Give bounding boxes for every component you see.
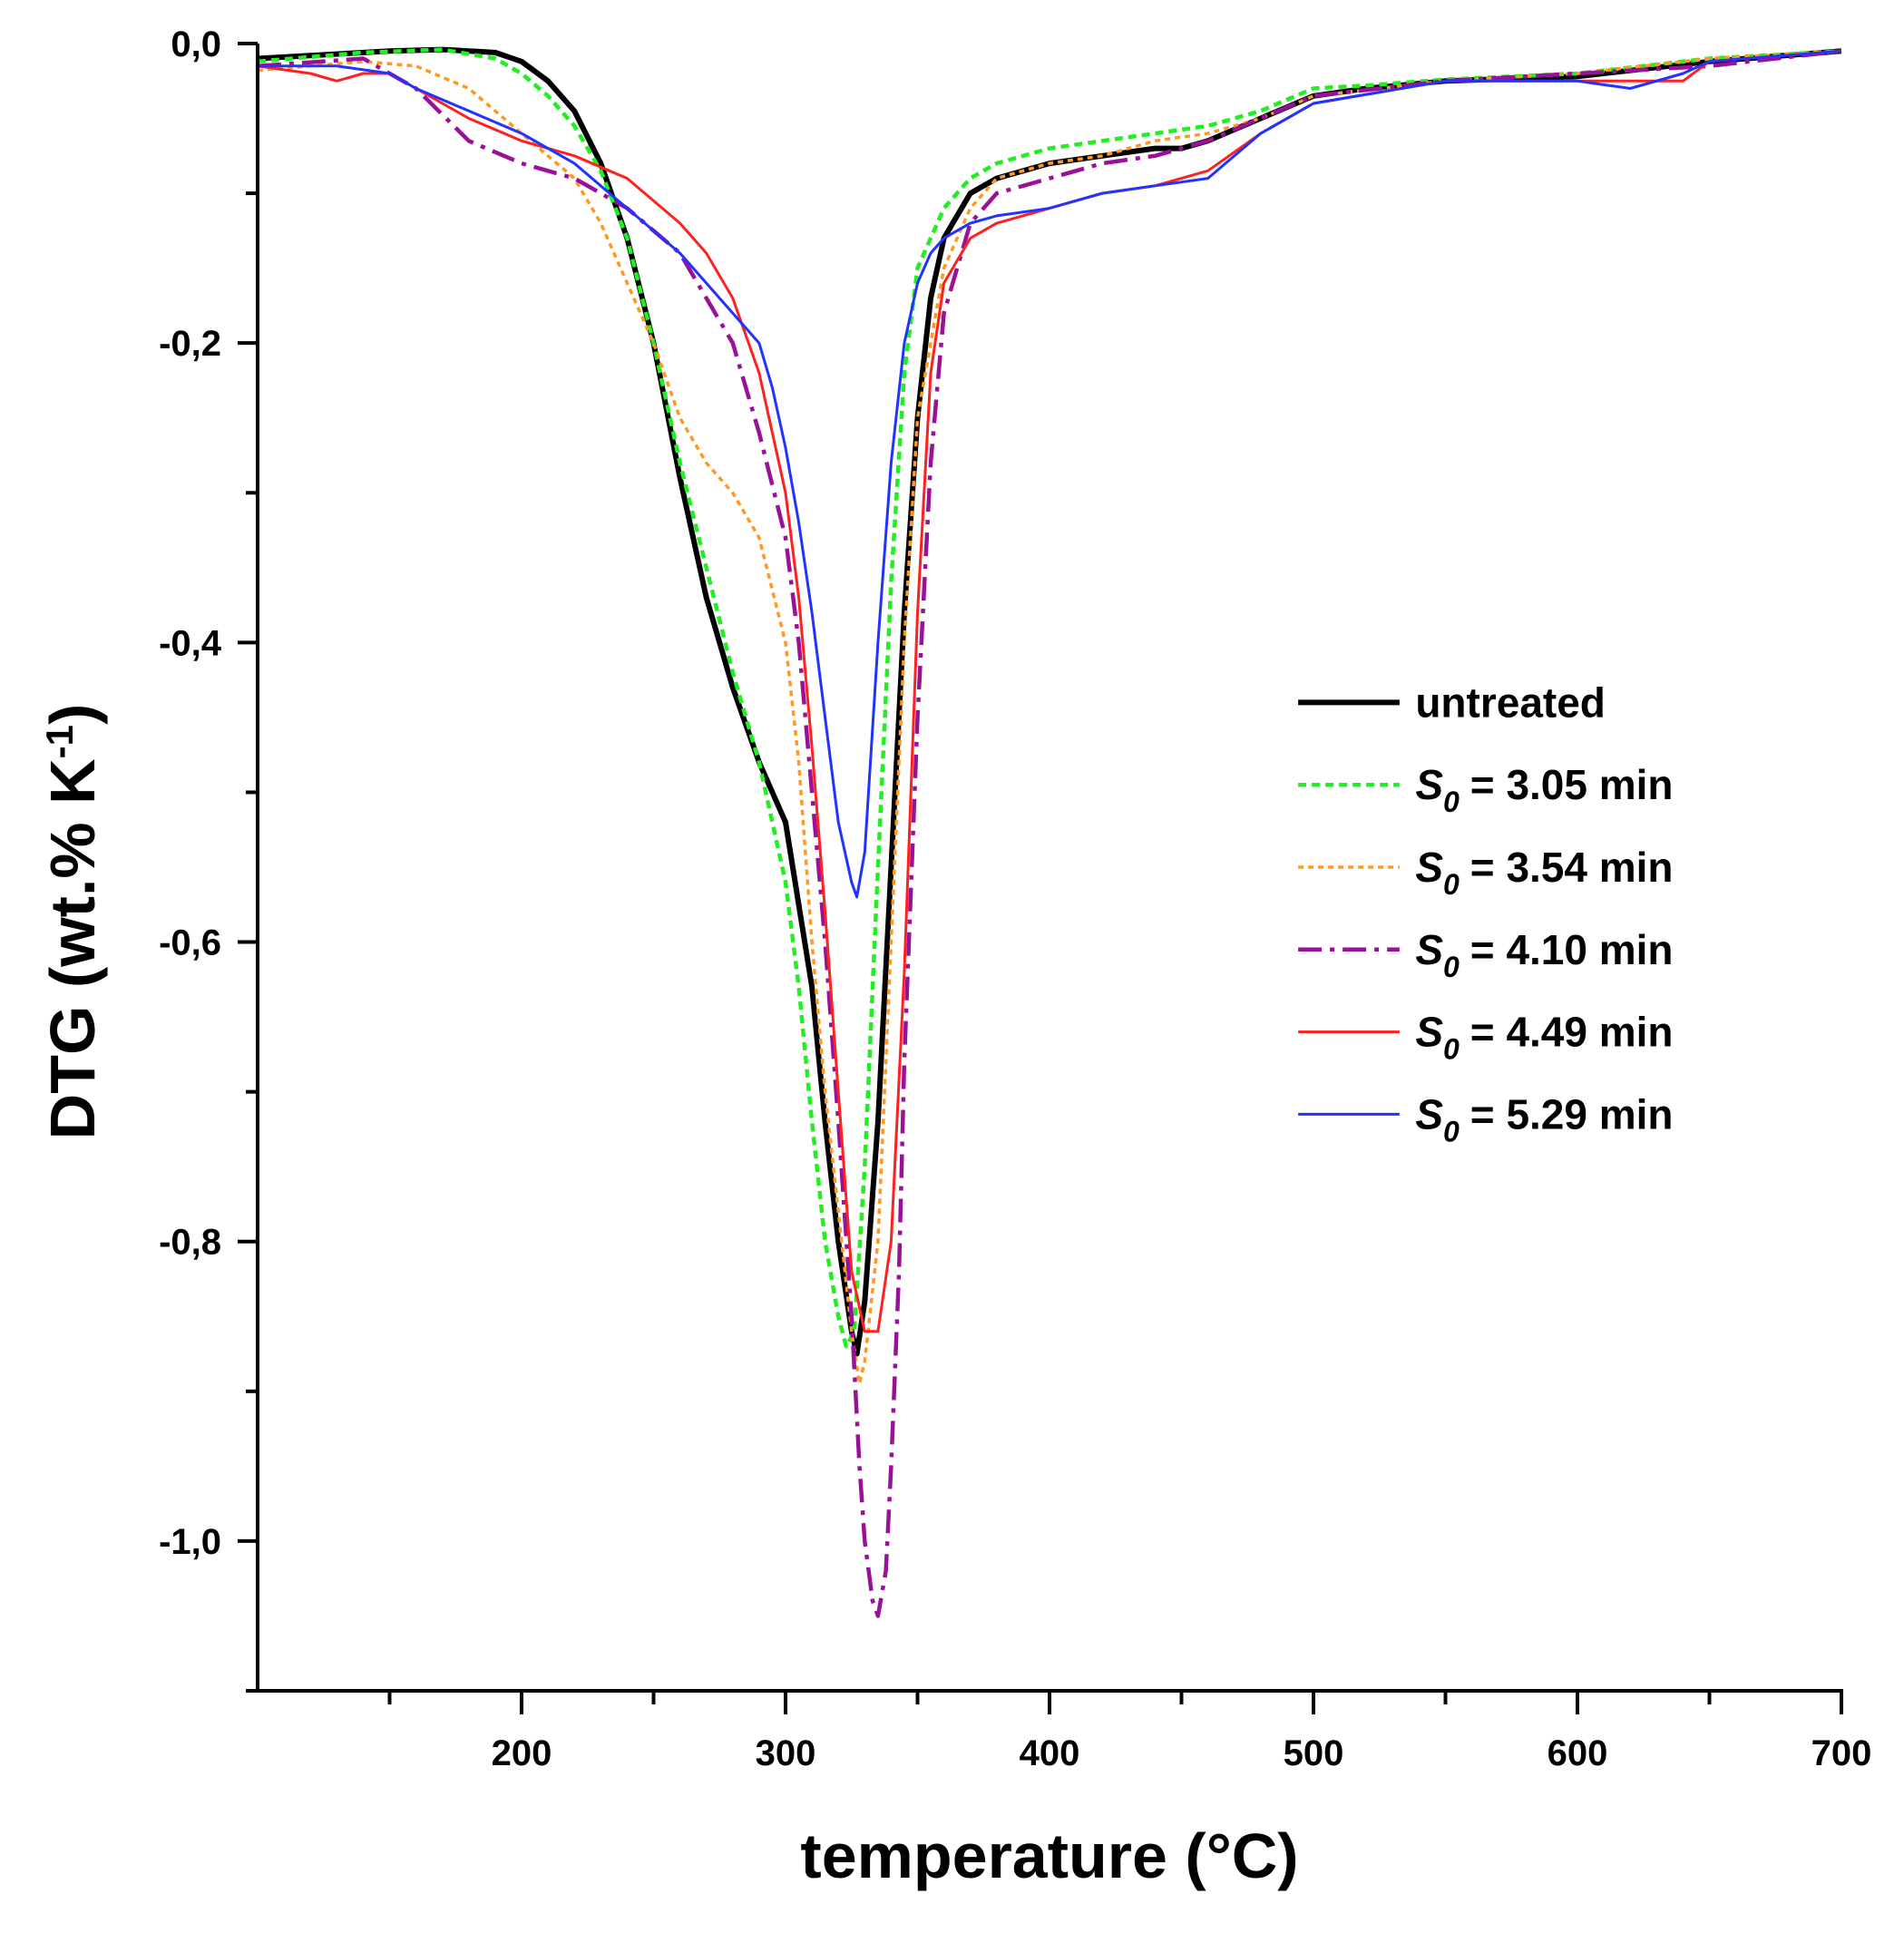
x-tick-label: 400 [1020,1733,1080,1773]
legend-label-0: untreated [1415,679,1606,726]
series-line-4 [257,49,1842,1333]
legend-symbol: S [1415,1009,1443,1056]
y-ticks: 0,0 -0,2 -0,4 -0,6 -0,8 -1,0 [159,24,258,1693]
y-tick-label: -0,8 [159,1223,221,1263]
y-tick-label: -0,6 [159,923,221,963]
legend-text: = 4.49 min [1470,1009,1674,1056]
legend-subscript: 0 [1443,868,1460,901]
legend-symbol: S [1415,761,1443,808]
legend-text: untreated [1415,679,1606,726]
y-axis-title-close: ) [37,704,108,725]
x-ticks: 200 300 400 500 600 700 [387,1691,1872,1773]
x-tick-label: 200 [492,1733,552,1773]
legend-label-2: S0 = 3.54 min [1415,844,1673,901]
x-tick-label: 500 [1284,1733,1344,1773]
series-line-5 [258,49,1842,899]
x-axis-title: temperature (°C) [800,1821,1298,1891]
legend-symbol: S [1415,1090,1443,1137]
legend-label-1: S0 = 3.05 min [1415,761,1673,818]
legend-text: = 4.10 min [1470,926,1674,973]
y-axis-title-main: DTG (wt.% K [37,758,108,1139]
series-line-0 [257,46,1842,1357]
legend-text: = 3.54 min [1470,844,1674,891]
y-tick-label: 0,0 [171,24,221,64]
x-tick-label: 700 [1811,1733,1872,1773]
legend-subscript: 0 [1443,1115,1460,1147]
y-tick-label: -0,2 [159,324,221,364]
legend-label-3: S0 = 4.10 min [1415,926,1673,983]
legend-subscript: 0 [1443,1033,1460,1066]
series-line-1 [257,47,1842,1349]
y-axis-title-superscript: -1 [38,725,81,758]
legend-symbol: S [1415,926,1443,973]
legend-label-5: S0 = 5.29 min [1415,1090,1673,1147]
x-tick-label: 300 [756,1733,816,1773]
series-line-3 [257,49,1842,1618]
legend-subscript: 0 [1443,786,1460,818]
legend-text: = 3.05 min [1470,761,1674,808]
legend-text: = 5.29 min [1470,1090,1674,1137]
legend-symbol: S [1415,844,1443,891]
legend-subscript: 0 [1443,951,1460,983]
y-axis-title: DTG (wt.% K-1) [37,704,108,1140]
y-tick-label: -0,4 [159,623,222,663]
legend-label-4: S0 = 4.49 min [1415,1009,1673,1066]
x-tick-label: 600 [1548,1733,1608,1773]
plot-lines [257,46,1842,1618]
y-tick-label: -1,0 [159,1522,221,1562]
